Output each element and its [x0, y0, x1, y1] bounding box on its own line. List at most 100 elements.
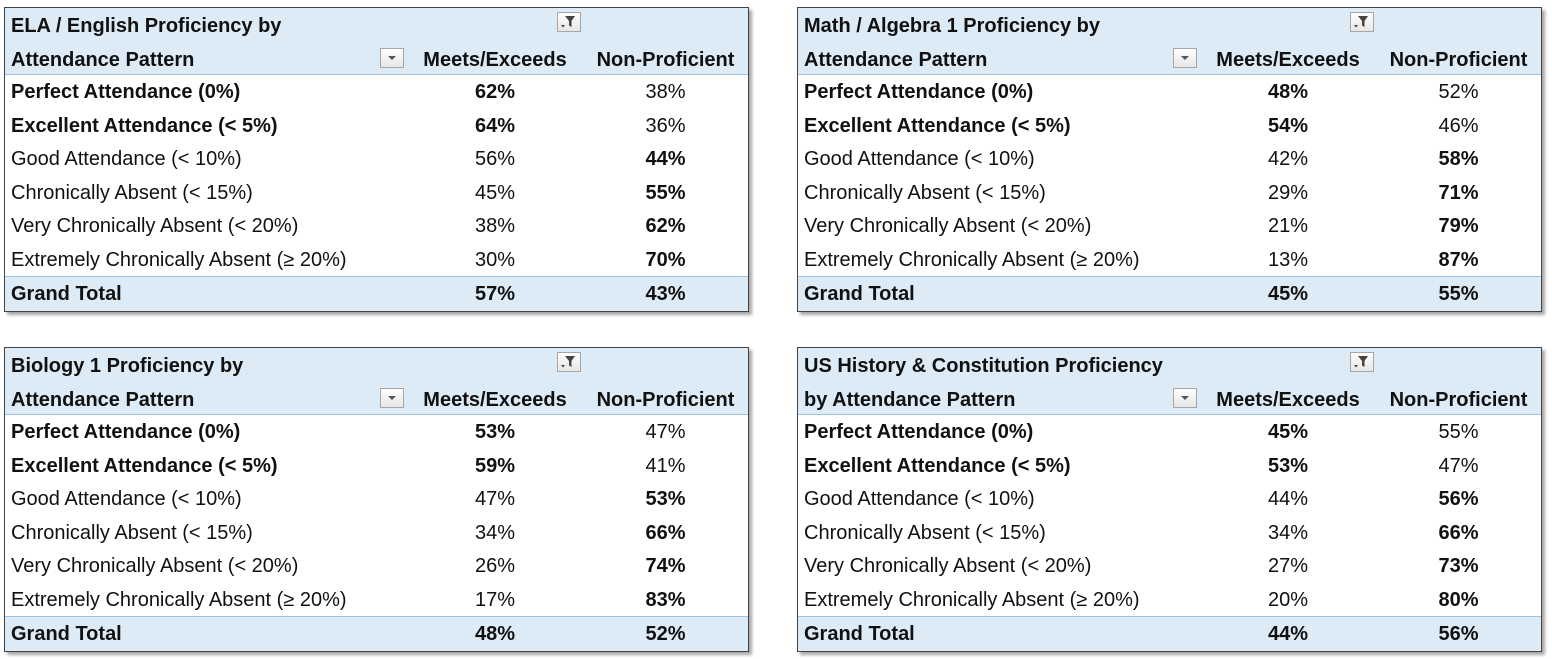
row-label: Good Attendance (< 10%) [11, 148, 242, 170]
row-labels-header: Attendance Pattern [11, 389, 195, 411]
filter-button[interactable] [557, 352, 581, 372]
meets-exceeds-value: 26% [474, 555, 516, 577]
table-title-line1: US History & Constitution Proficiency [804, 355, 1163, 377]
table-header: US History & Constitution Proficiency by … [798, 348, 1541, 415]
non-proficient-value: 53% [645, 488, 686, 510]
grand-total-row: Grand Total 48% 52% [5, 616, 748, 651]
non-proficient-value: 36% [645, 114, 686, 137]
table-row: Perfect Attendance (0%) 48% 52% [798, 75, 1541, 109]
meets-exceeds-value: 48% [1267, 81, 1309, 103]
grand-total-meets-exceeds: 57% [474, 283, 516, 305]
meets-exceeds-value: 45% [1267, 421, 1309, 443]
table-row: Good Attendance (< 10%) 47% 53% [5, 482, 748, 516]
filter-button[interactable] [1350, 12, 1374, 32]
meets-exceeds-value: 29% [1267, 181, 1309, 204]
non-proficient-value: 80% [1438, 588, 1479, 611]
column-header-non-proficient: Non-Proficient [1389, 49, 1528, 71]
non-proficient-value: 47% [645, 421, 686, 443]
non-proficient-value: 44% [645, 148, 686, 170]
column-header-non-proficient: Non-Proficient [1389, 389, 1528, 411]
meets-exceeds-value: 42% [1267, 148, 1309, 170]
table-row: Very Chronically Absent (< 20%) 38% 62% [5, 209, 748, 243]
grand-total-label: Grand Total [11, 623, 122, 645]
table-title-line1: Math / Algebra 1 Proficiency by [804, 15, 1101, 37]
table-header: ELA / English Proficiency by Attendance P… [5, 8, 748, 75]
non-proficient-value: 55% [1438, 421, 1479, 443]
row-label: Excellent Attendance (< 5%) [804, 114, 1071, 137]
row-label: Very Chronically Absent (< 20%) [804, 215, 1092, 237]
grand-total-row: Grand Total 44% 56% [798, 616, 1541, 651]
table-row: Chronically Absent (< 15%) 45% 55% [5, 176, 748, 210]
table-row: Excellent Attendance (< 5%) 54% 46% [798, 109, 1541, 143]
meets-exceeds-value: 38% [474, 215, 516, 237]
row-label: Chronically Absent (< 15%) [804, 521, 1046, 544]
grand-total-non-proficient: 56% [1438, 623, 1479, 645]
meets-exceeds-value: 59% [474, 454, 516, 477]
table-row: Extremely Chronically Absent (≥ 20%) 20% 8… [798, 583, 1541, 617]
table-header: Math / Algebra 1 Proficiency by Attendanc… [798, 8, 1541, 75]
row-label: Very Chronically Absent (< 20%) [804, 555, 1092, 577]
grand-total-meets-exceeds: 48% [474, 623, 516, 645]
non-proficient-value: 87% [1438, 248, 1479, 271]
grand-total-non-proficient: 43% [645, 283, 686, 305]
filter-button[interactable] [557, 12, 581, 32]
table-row: Very Chronically Absent (< 20%) 21% 79% [798, 209, 1541, 243]
meets-exceeds-value: 45% [474, 181, 516, 204]
row-label: Extremely Chronically Absent (≥ 20%) [11, 248, 347, 271]
table-title-line1: Biology 1 Proficiency by [11, 355, 244, 377]
meets-exceeds-value: 34% [1267, 521, 1309, 544]
table-row: Chronically Absent (< 15%) 29% 71% [798, 176, 1541, 210]
row-label: Excellent Attendance (< 5%) [11, 114, 278, 137]
grand-total-label: Grand Total [804, 283, 915, 305]
row-label: Very Chronically Absent (< 20%) [11, 555, 299, 577]
row-labels-dropdown[interactable] [1173, 48, 1197, 68]
column-header-non-proficient: Non-Proficient [596, 49, 735, 71]
table-row: Chronically Absent (< 15%) 34% 66% [798, 516, 1541, 550]
pivot-table-us-history: US History & Constitution Proficiency by … [797, 347, 1542, 652]
table-row: Very Chronically Absent (< 20%) 27% 73% [798, 549, 1541, 583]
table-row: Excellent Attendance (< 5%) 64% 36% [5, 109, 748, 143]
table-row: Extremely Chronically Absent (≥ 20%) 17% 8… [5, 583, 748, 617]
row-labels-dropdown[interactable] [1173, 388, 1197, 408]
table-row: Perfect Attendance (0%) 62% 38% [5, 75, 748, 109]
table-row: Extremely Chronically Absent (≥ 20%) 13% 8… [798, 243, 1541, 277]
meets-exceeds-value: 54% [1267, 114, 1309, 137]
meets-exceeds-value: 53% [1267, 454, 1309, 477]
row-labels-header: Attendance Pattern [11, 49, 195, 71]
row-label: Good Attendance (< 10%) [11, 488, 242, 510]
non-proficient-value: 66% [645, 521, 686, 544]
row-labels-header: Attendance Pattern [804, 49, 988, 71]
grand-total-row: Grand Total 57% 43% [5, 276, 748, 311]
pivot-table-biology: Biology 1 Proficiency by Attendance Patte… [4, 347, 749, 652]
pivot-table-ela: ELA / English Proficiency by Attendance P… [4, 7, 749, 312]
grand-total-meets-exceeds: 45% [1267, 283, 1309, 305]
row-label: Chronically Absent (< 15%) [11, 521, 253, 544]
column-header-meets-exceeds: Meets/Exceeds [1216, 49, 1360, 71]
row-labels-dropdown[interactable] [380, 388, 404, 408]
non-proficient-value: 79% [1438, 215, 1479, 237]
column-header-meets-exceeds: Meets/Exceeds [423, 389, 567, 411]
table-row: Very Chronically Absent (< 20%) 26% 74% [5, 549, 748, 583]
filter-button[interactable] [1350, 352, 1374, 372]
row-labels-dropdown[interactable] [380, 48, 404, 68]
meets-exceeds-value: 20% [1267, 588, 1309, 611]
grand-total-non-proficient: 55% [1438, 283, 1479, 305]
row-label: Chronically Absent (< 15%) [11, 181, 253, 204]
row-labels-header: by Attendance Pattern [804, 389, 1016, 411]
non-proficient-value: 38% [645, 81, 686, 103]
meets-exceeds-value: 64% [474, 114, 516, 137]
row-label: Perfect Attendance (0%) [11, 81, 241, 103]
row-label: Extremely Chronically Absent (≥ 20%) [11, 588, 347, 611]
row-label: Chronically Absent (< 15%) [804, 181, 1046, 204]
row-label: Very Chronically Absent (< 20%) [11, 215, 299, 237]
table-title-line1: ELA / English Proficiency by [11, 15, 282, 37]
non-proficient-value: 56% [1438, 488, 1479, 510]
meets-exceeds-value: 13% [1267, 248, 1309, 271]
meets-exceeds-value: 62% [474, 81, 516, 103]
grand-total-non-proficient: 52% [645, 623, 686, 645]
non-proficient-value: 70% [645, 248, 686, 271]
table-row: Excellent Attendance (< 5%) 53% 47% [798, 449, 1541, 483]
row-label: Excellent Attendance (< 5%) [11, 454, 278, 477]
non-proficient-value: 71% [1438, 181, 1479, 204]
table-row: Good Attendance (< 10%) 44% 56% [798, 482, 1541, 516]
